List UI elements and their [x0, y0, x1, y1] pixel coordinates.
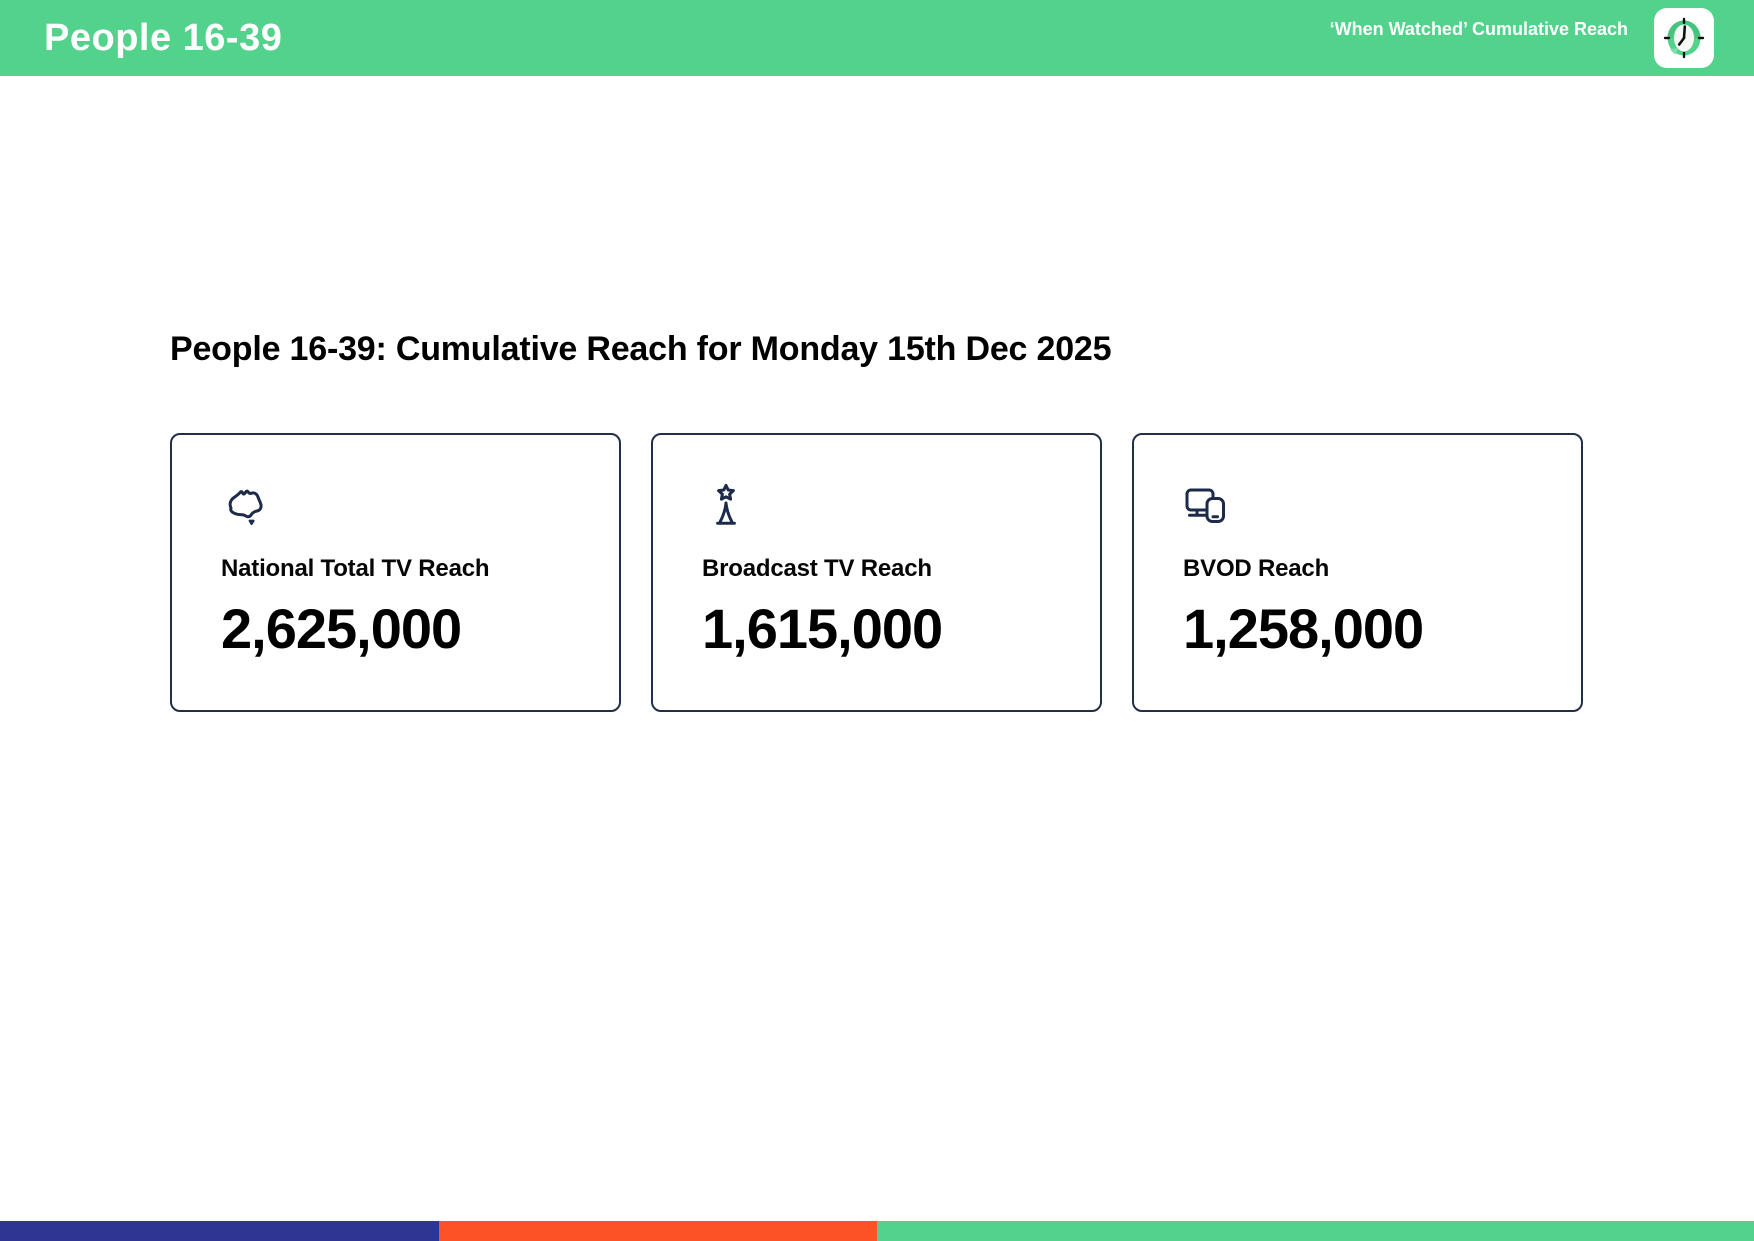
header-subtitle: ‘When Watched’ Cumulative Reach: [1329, 18, 1628, 39]
content-area: People 16-39: Cumulative Reach for Monda…: [0, 76, 1754, 712]
australia-map-icon: [221, 482, 269, 530]
card-value: 1,258,000: [1183, 597, 1424, 660]
stat-card-bvod: BVOD Reach 1,258,000: [1132, 433, 1583, 712]
footer-stripe: [0, 1221, 1754, 1241]
section-heading: People 16-39: Cumulative Reach for Monda…: [170, 330, 1112, 368]
footer-segment-blue: [0, 1221, 439, 1241]
page-title: People 16-39: [44, 16, 283, 59]
card-label: BVOD Reach: [1183, 555, 1330, 582]
card-value: 1,615,000: [702, 597, 943, 660]
tv-and-phone-icon: [1183, 482, 1231, 530]
clock-app-icon: [1654, 8, 1714, 68]
card-label: National Total TV Reach: [221, 555, 490, 582]
header-right-group: ‘When Watched’ Cumulative Reach: [1330, 8, 1714, 68]
clock-icon: [1663, 17, 1705, 59]
stat-card-broadcast-tv: Broadcast TV Reach 1,615,000: [651, 433, 1102, 712]
footer-segment-green: [877, 1221, 1754, 1241]
card-value: 2,625,000: [221, 597, 462, 660]
footer-segment-orange: [438, 1221, 877, 1241]
stat-cards-row: National Total TV Reach 2,625,000 Broadc…: [170, 433, 1754, 712]
card-label: Broadcast TV Reach: [702, 555, 932, 582]
broadcast-tower-icon: [702, 482, 750, 530]
header-bar: People 16-39 ‘When Watched’ Cumulative R…: [0, 0, 1754, 76]
stat-card-national-total-tv: National Total TV Reach 2,625,000: [170, 433, 621, 712]
